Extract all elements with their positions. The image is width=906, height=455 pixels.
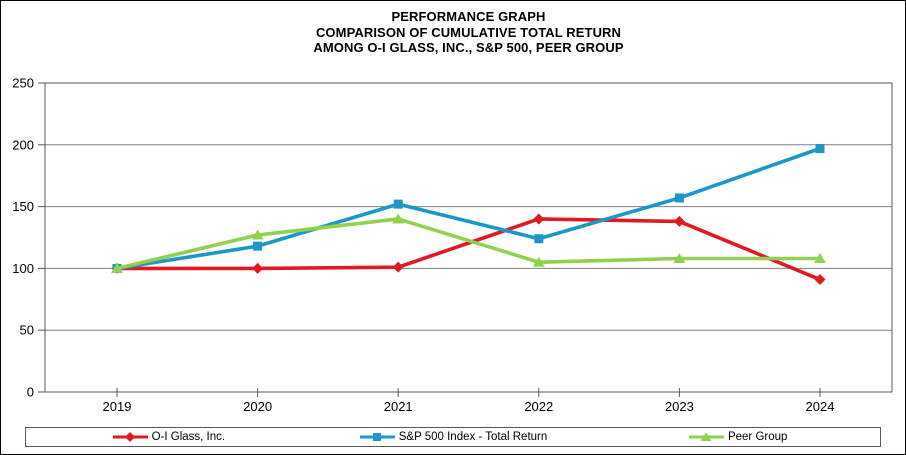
square-marker [815,144,825,154]
x-axis-tick-label: 2019 [103,399,132,414]
x-axis-tick-label: 2021 [384,399,413,414]
diamond-marker [673,215,685,227]
chart-title-line-3: AMONG O-I GLASS, INC., S&P 500, PEER GRO… [313,40,624,55]
triangle-marker [251,229,264,240]
legend-item-peer-group: Peer Group [595,428,880,446]
chart-title: PERFORMANCE GRAPH COMPARISON OF CUMULATI… [45,9,892,56]
legend-item-sp500: S&P 500 Index - Total Return [311,428,596,446]
triangle-marker [392,213,405,224]
plot-border [44,82,893,393]
y-axis-tick-label: 0 [27,385,34,400]
diamond-marker [814,274,826,286]
y-axis-tick-label: 250 [12,76,34,91]
chart-legend: O-I Glass, Inc. S&P 500 Index - Total Re… [25,427,881,447]
red-line-diamond-icon [112,432,148,442]
series-line-triangle [115,217,822,271]
chart-title-line-2: COMPARISON OF CUMULATIVE TOTAL RETURN [315,24,622,40]
diamond-marker [392,261,404,273]
y-axis-tick-label: 50 [20,323,34,338]
triangle-marker [673,253,686,264]
x-axis-tick-label: 2020 [243,399,272,414]
square-marker [674,193,684,203]
series-line-diamond [115,217,822,282]
square-marker [393,199,403,209]
square-marker [253,241,263,251]
x-axis-tick-label: 2022 [524,399,553,414]
y-axis-tick-label: 100 [12,261,34,276]
y-axis-tick-label: 200 [12,137,34,152]
triangle-marker [111,262,123,273]
series-line-square [115,146,822,271]
legend-label-sp500: S&P 500 Index - Total Return [398,431,548,443]
green-line-triangle-icon [688,432,724,441]
triangle-marker [532,256,545,267]
legend-label-peer-group: Peer Group [727,431,788,443]
x-axis-tick-label: 2023 [665,399,694,414]
diamond-marker [533,213,545,225]
y-axis-tick-label: 150 [12,199,34,214]
blue-line-square-icon [359,433,395,441]
legend-item-oi-glass: O-I Glass, Inc. [26,428,311,446]
diamond-marker [252,262,264,274]
legend-label-oi-glass: O-I Glass, Inc. [151,431,226,443]
triangle-marker [814,253,826,264]
square-marker [534,234,544,244]
chart-title-line-1: PERFORMANCE GRAPH [391,9,546,24]
x-axis-tick-label: 2024 [806,399,835,414]
